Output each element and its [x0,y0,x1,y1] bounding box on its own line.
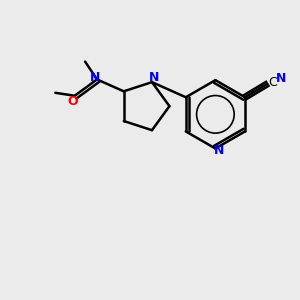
Text: N: N [214,144,224,158]
Text: O: O [67,94,78,108]
Text: N: N [90,71,101,84]
Text: N: N [149,71,160,84]
Text: N: N [276,72,287,85]
Text: C: C [268,76,277,89]
